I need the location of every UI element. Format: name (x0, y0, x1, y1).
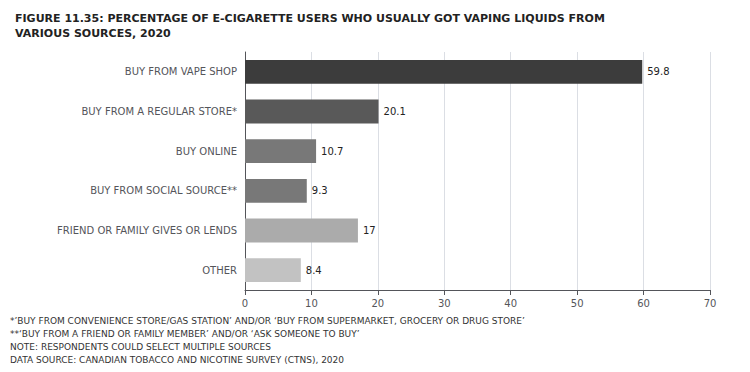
svg-text:70: 70 (704, 298, 717, 309)
svg-text:BUY ONLINE: BUY ONLINE (176, 146, 237, 157)
svg-text:BUY FROM A REGULAR STORE*: BUY FROM A REGULAR STORE* (81, 106, 237, 117)
svg-text:60: 60 (637, 298, 650, 309)
svg-text:**‘BUY FROM A FRIEND OR FAMILY: **‘BUY FROM A FRIEND OR FAMILY MEMBER’ A… (10, 329, 360, 339)
svg-text:20: 20 (371, 298, 384, 309)
svg-text:8.4: 8.4 (306, 265, 322, 276)
svg-text:0: 0 (242, 298, 248, 309)
svg-text:FIGURE 11.35: PERCENTAGE OF E-: FIGURE 11.35: PERCENTAGE OF E-CIGARETTE … (15, 12, 605, 25)
svg-text:9.3: 9.3 (312, 185, 328, 196)
svg-text:DATA SOURCE: CANADIAN TOBACCO: DATA SOURCE: CANADIAN TOBACCO AND NICOTI… (10, 355, 344, 365)
svg-text:59.8: 59.8 (647, 66, 669, 77)
svg-text:VARIOUS SOURCES, 2020: VARIOUS SOURCES, 2020 (15, 27, 171, 40)
svg-text:*’BUY FROM CONVENIENCE STORE/G: *’BUY FROM CONVENIENCE STORE/GAS STATION… (10, 316, 525, 326)
svg-text:10.7: 10.7 (321, 146, 343, 157)
svg-text:30: 30 (438, 298, 451, 309)
svg-text:40: 40 (504, 298, 517, 309)
svg-text:NOTE: RESPONDENTS COULD SELECT: NOTE: RESPONDENTS COULD SELECT MULTIPLE … (10, 342, 271, 352)
svg-text:50: 50 (571, 298, 584, 309)
svg-text:BUY FROM VAPE SHOP: BUY FROM VAPE SHOP (125, 66, 237, 77)
svg-text:17: 17 (363, 225, 376, 236)
svg-text:10: 10 (305, 298, 318, 309)
svg-text:FRIEND OR FAMILY GIVES OR LEND: FRIEND OR FAMILY GIVES OR LENDS (57, 225, 237, 236)
svg-text:OTHER: OTHER (202, 265, 237, 276)
svg-text:BUY FROM SOCIAL SOURCE**: BUY FROM SOCIAL SOURCE** (90, 185, 237, 196)
svg-text:20.1: 20.1 (384, 106, 406, 117)
